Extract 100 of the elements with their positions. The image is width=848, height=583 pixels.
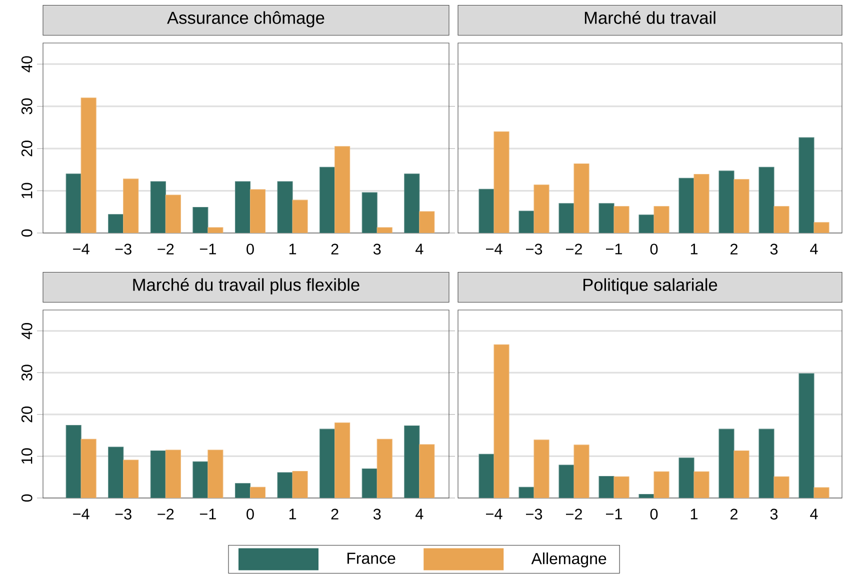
bar xyxy=(678,458,694,498)
bar xyxy=(758,428,774,498)
x-tick-label: 3 xyxy=(770,244,778,255)
y-tick-label: 20 xyxy=(21,406,32,422)
bar xyxy=(108,214,124,233)
x-tick-label: 0 xyxy=(650,244,658,255)
bar xyxy=(694,471,710,498)
x-tick-label: −1 xyxy=(200,244,216,254)
bar xyxy=(419,444,435,498)
y-tick-label: 0 xyxy=(21,494,32,502)
x-tick-label: 1 xyxy=(690,244,698,254)
bar xyxy=(758,166,774,233)
bar xyxy=(734,450,750,498)
bar xyxy=(192,206,208,233)
bar xyxy=(404,425,420,498)
bar xyxy=(518,210,534,233)
x-tick-label: 0 xyxy=(650,508,658,520)
bar xyxy=(478,454,494,498)
bar xyxy=(494,344,510,498)
x-tick-label: 4 xyxy=(810,244,818,254)
bar xyxy=(614,206,630,233)
y-tick-label: 10 xyxy=(21,182,32,198)
x-tick-label: −4 xyxy=(486,508,502,520)
bar xyxy=(574,444,590,498)
y-tick-label: 30 xyxy=(21,98,32,114)
y-tick-label: 40 xyxy=(21,56,32,72)
bar xyxy=(478,188,494,233)
bar xyxy=(277,181,293,233)
y-tick-label: 20 xyxy=(21,140,32,156)
x-tick-label: 3 xyxy=(373,244,381,255)
bar xyxy=(558,464,574,498)
bar xyxy=(80,438,96,498)
bar xyxy=(66,425,82,498)
bar xyxy=(108,446,124,498)
y-tick-label: 0 xyxy=(21,229,32,237)
x-tick-label: 4 xyxy=(415,508,424,520)
x-tick-label: 2 xyxy=(331,508,338,520)
chart-title: Assurance chômage xyxy=(167,11,324,28)
x-tick-label: −4 xyxy=(73,508,90,520)
bar xyxy=(334,146,350,233)
bar xyxy=(404,174,420,233)
bar xyxy=(234,483,251,498)
legend-label: Allemagne xyxy=(531,552,606,568)
x-tick-label: −3 xyxy=(115,508,132,520)
x-tick-label: −2 xyxy=(566,508,582,520)
y-tick-label: 10 xyxy=(21,448,32,464)
x-tick-label: −1 xyxy=(606,244,622,254)
bar xyxy=(292,470,308,498)
x-tick-label: −4 xyxy=(73,244,90,254)
x-tick-label: 3 xyxy=(373,508,381,520)
x-tick-label: −3 xyxy=(526,508,542,520)
x-tick-label: 3 xyxy=(770,508,778,520)
chart-title: Politique salariale xyxy=(583,278,718,294)
bar xyxy=(598,203,614,233)
bar xyxy=(638,214,654,233)
bar xyxy=(208,450,224,498)
x-tick-label: 1 xyxy=(289,244,296,254)
bar xyxy=(494,131,510,233)
bar xyxy=(376,438,392,498)
bar xyxy=(66,174,82,233)
bar xyxy=(534,440,550,498)
x-tick-label: 2 xyxy=(331,244,338,254)
y-tick-label: 40 xyxy=(21,322,32,340)
bar xyxy=(694,174,710,233)
bar xyxy=(534,184,550,233)
x-tick-label: −3 xyxy=(526,244,542,255)
x-tick-label: 4 xyxy=(415,244,424,254)
bar xyxy=(718,170,734,233)
bar xyxy=(123,178,139,233)
bar xyxy=(654,471,670,498)
bar xyxy=(774,206,790,233)
bar xyxy=(678,178,694,233)
bar xyxy=(150,181,166,233)
bar xyxy=(250,486,266,498)
chart-title: Marché du travail xyxy=(584,11,716,24)
bar xyxy=(320,166,336,233)
chart-title: Marché du travail plus flexible xyxy=(133,278,360,294)
x-tick-label: −1 xyxy=(200,508,216,520)
bar xyxy=(798,373,814,498)
bar xyxy=(614,476,630,498)
x-tick-label: 1 xyxy=(289,508,296,520)
x-tick-label: −1 xyxy=(606,508,622,520)
x-tick-label: 2 xyxy=(730,508,738,520)
x-tick-label: −3 xyxy=(115,244,132,255)
bar xyxy=(277,472,293,498)
x-tick-label: 1 xyxy=(690,508,698,520)
x-tick-label: 4 xyxy=(810,508,818,520)
x-tick-label: 2 xyxy=(730,244,738,254)
bar xyxy=(362,468,378,498)
bar xyxy=(558,203,574,233)
bar xyxy=(774,476,790,498)
x-tick-label: −2 xyxy=(158,508,174,520)
x-tick-label: −2 xyxy=(158,244,174,254)
bar xyxy=(292,200,308,233)
bar xyxy=(123,460,139,498)
x-tick-label: 0 xyxy=(246,244,254,255)
bar xyxy=(234,181,251,233)
bar xyxy=(165,194,181,233)
x-tick-label: −2 xyxy=(566,244,582,254)
bar xyxy=(574,163,590,233)
